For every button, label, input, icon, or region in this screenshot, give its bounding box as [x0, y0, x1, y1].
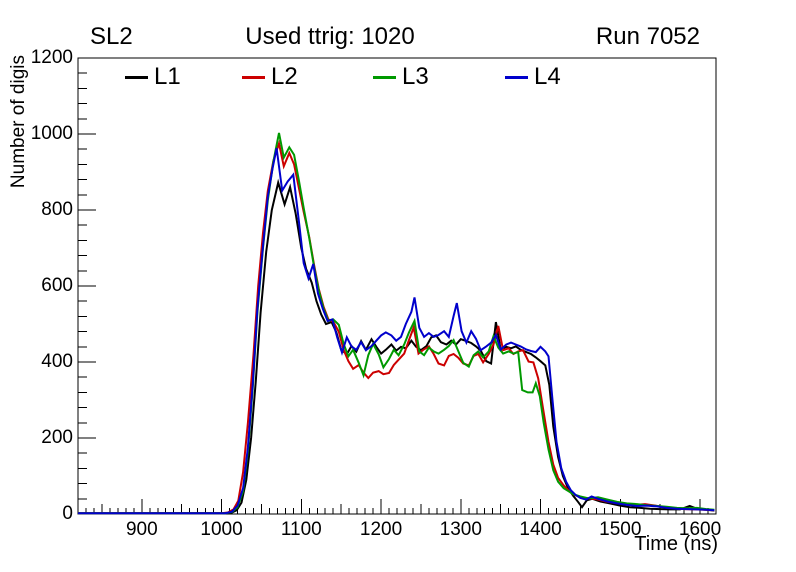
x-tick-label-1100: 1100 — [280, 519, 322, 540]
series-l1-line — [78, 178, 715, 515]
legend-label: L3 — [402, 63, 429, 90]
x-tick-label-1200: 1200 — [359, 519, 403, 540]
y-tick-label-400: 400 — [41, 351, 73, 372]
legend-label: L2 — [271, 63, 298, 90]
legend-entry-l2: L2 — [242, 63, 298, 91]
legend-entry-l4: L4 — [505, 63, 561, 91]
y-tick-label-1200: 1200 — [30, 47, 73, 68]
legend-line-icon — [505, 75, 528, 79]
x-tick-label-900: 900 — [125, 519, 158, 540]
x-tick-label-1600: 1600 — [678, 519, 722, 540]
x-tick-label-1500: 1500 — [599, 519, 642, 540]
legend-line-icon — [242, 75, 265, 79]
series-l3-line — [78, 132, 715, 515]
legend-label: L4 — [534, 63, 561, 90]
legend-label: L1 — [154, 63, 181, 90]
run-number-label: Run 7052 — [595, 23, 700, 50]
series-l4-line — [78, 147, 715, 515]
y-tick-label-1000: 1000 — [30, 123, 73, 144]
x-tick-label-1000: 1000 — [200, 519, 243, 540]
x-axis-title: Time (ns) — [634, 533, 718, 555]
legend-line-icon — [125, 75, 148, 79]
superlayer-label: SL2 — [90, 23, 133, 50]
y-tick-label-600: 600 — [41, 275, 73, 296]
x-tick-label-1300: 1300 — [439, 519, 482, 540]
plot-frame — [77, 57, 717, 515]
y-tick-label-0: 0 — [62, 503, 73, 524]
series-l2-line — [78, 139, 715, 515]
plot-title: Used ttrig: 1020 — [245, 23, 415, 50]
y-tick-label-200: 200 — [41, 427, 73, 448]
legend-line-icon — [373, 75, 396, 79]
y-tick-label-800: 800 — [41, 199, 73, 220]
legend-entry-l1: L1 — [125, 63, 181, 91]
x-tick-label-1400: 1400 — [519, 519, 562, 540]
legend-entry-l3: L3 — [373, 63, 429, 91]
